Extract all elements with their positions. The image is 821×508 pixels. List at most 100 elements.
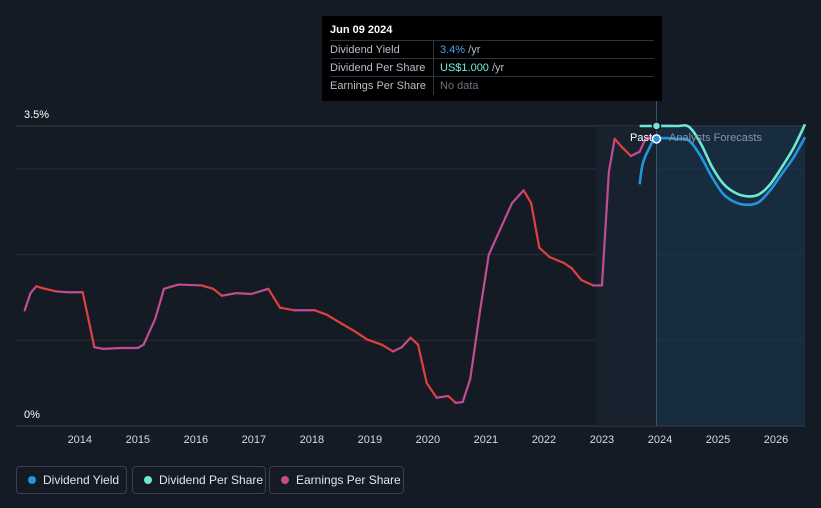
eps-segment	[570, 267, 583, 282]
tooltip-row-dividend-per-share: Dividend Per Share US$1.000 /yr	[330, 58, 654, 77]
eps-segment	[142, 317, 157, 346]
eps-segment	[548, 256, 566, 265]
eps-segment	[435, 394, 450, 399]
eps-segment	[339, 322, 357, 333]
eps-segment	[522, 189, 533, 205]
x-tick-label: 2021	[474, 434, 498, 446]
tooltip-label: Earnings Per Share	[330, 80, 426, 92]
legend-dot-icon	[28, 476, 36, 484]
eps-segment	[35, 285, 47, 290]
eps-segment	[29, 285, 38, 295]
eps-segment	[258, 287, 270, 293]
x-tick-label: 2015	[126, 434, 150, 446]
eps-segment	[380, 343, 395, 353]
tooltip: Jun 09 2024 Dividend Yield 3.4% /yr Divi…	[322, 16, 662, 101]
eps-segment	[563, 262, 573, 270]
eps-segment	[101, 346, 122, 350]
eps-segment	[23, 292, 32, 312]
legend-item-dividend-per-share[interactable]: Dividend Per Share	[132, 466, 266, 494]
legend-dot-icon	[144, 476, 152, 484]
eps-segment	[200, 284, 215, 290]
eps-segment	[580, 279, 595, 287]
eps-segment	[621, 146, 633, 158]
eps-segment	[510, 189, 525, 205]
eps-segment	[154, 287, 166, 320]
eps-segment	[391, 346, 403, 353]
eps-segment	[629, 150, 641, 158]
x-tick-label: 2016	[184, 434, 208, 446]
tooltip-date: Jun 09 2024	[330, 24, 393, 36]
eps-segment	[499, 202, 514, 230]
past-label: Past	[630, 132, 653, 144]
x-tick-label: 2023	[590, 434, 614, 446]
eps-segment	[212, 287, 224, 297]
eps-segment	[409, 336, 420, 346]
x-tick-label: 2022	[532, 434, 556, 446]
eps-segment	[55, 290, 70, 294]
eps-segment	[607, 137, 616, 173]
x-tick-label: 2017	[242, 434, 266, 446]
legend-item-dividend-yield[interactable]: Dividend Yield	[16, 466, 127, 494]
tooltip-value: 3.4% /yr	[440, 44, 481, 56]
eps-segment	[447, 394, 457, 404]
eps-segment	[81, 291, 96, 349]
eps-segment	[278, 306, 296, 312]
y-tick-label-bottom: 0%	[24, 409, 40, 421]
forecast-label: Analysts Forecasts	[669, 132, 762, 144]
eps-segment	[638, 137, 647, 153]
series-lines	[23, 123, 807, 404]
x-axis-ticks: 2014 2015 2016 2017 2018 2019 2020 2021 2022 2023…	[68, 434, 789, 446]
legend-label: Dividend Per Share	[159, 473, 264, 487]
eps-segment	[425, 382, 438, 399]
eps-segment	[487, 227, 502, 256]
tooltip-label: Dividend Per Share	[330, 62, 426, 74]
eps-segment	[136, 343, 145, 350]
eps-segment	[530, 202, 541, 249]
eps-segment	[249, 290, 261, 296]
x-tick-label: 2018	[300, 434, 324, 446]
eps-segment	[538, 246, 551, 259]
x-tick-label: 2019	[358, 434, 382, 446]
tooltip-value: No data	[440, 80, 479, 92]
eps-segment	[162, 283, 180, 290]
eps-segment	[454, 400, 464, 404]
eps-segment	[479, 253, 490, 312]
eps-segment	[613, 137, 624, 149]
eps-segment	[267, 287, 282, 309]
eps-segment	[235, 292, 253, 296]
x-tick-label: 2020	[416, 434, 440, 446]
eps-segment	[461, 377, 472, 404]
eps-segment	[43, 287, 58, 293]
x-tick-label: 2024	[648, 434, 672, 446]
hover-markers	[651, 121, 662, 144]
eps-segment	[93, 346, 105, 350]
x-tick-label: 2025	[706, 434, 730, 446]
tooltip-value: US$1.000 /yr	[440, 62, 505, 74]
eps-segment	[469, 309, 482, 380]
eps-segment	[220, 292, 238, 297]
eps-segment	[325, 313, 342, 325]
eps-segment	[313, 309, 328, 316]
eps-segment	[416, 343, 428, 385]
x-tick-label: 2014	[68, 434, 92, 446]
eps-segment	[177, 283, 203, 287]
eps-segment	[400, 336, 412, 349]
legend-label: Earnings Per Share	[296, 473, 401, 487]
legend-item-earnings-per-share[interactable]: Earnings Per Share	[269, 466, 404, 494]
dividend-yield-line	[638, 136, 807, 207]
legend-label: Dividend Yield	[43, 473, 120, 487]
x-tick-label: 2026	[764, 434, 788, 446]
tooltip-label: Dividend Yield	[330, 44, 400, 56]
legend-dot-icon	[281, 476, 289, 484]
tooltip-row-dividend-yield: Dividend Yield 3.4% /yr	[330, 40, 654, 59]
dividend-per-share-marker	[651, 121, 662, 131]
eps-segment	[354, 330, 369, 341]
tooltip-row-earnings-per-share: Earnings Per Share No data	[330, 76, 654, 95]
dividend-yield-marker	[651, 134, 662, 144]
y-tick-label-top: 3.5%	[24, 109, 49, 121]
dividend-per-share-line	[639, 123, 807, 198]
past-highlight-band	[596, 126, 657, 426]
eps-segment	[365, 338, 383, 346]
eps-segment	[600, 170, 611, 287]
